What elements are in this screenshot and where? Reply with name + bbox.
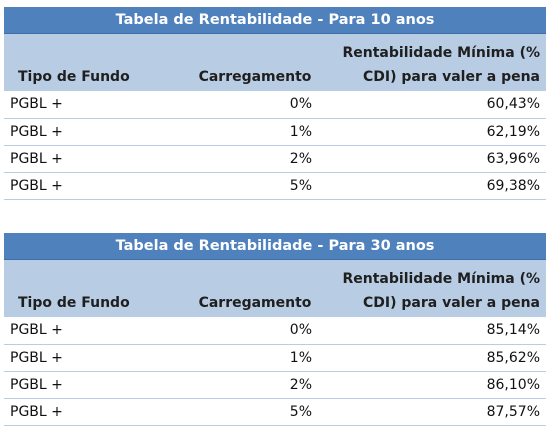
cell-carregamento: 2% [158,371,318,399]
cell-rentabilidade: 86,10% [318,371,546,399]
header-row: Tipo de Fundo Carregamento CDI) para val… [4,289,546,317]
table-row: PGBL + 0% 85,14% [4,317,546,345]
cell-rentabilidade: 87,57% [318,398,546,426]
cell-rentabilidade: 85,62% [318,344,546,372]
table-row: PGBL + 2% 63,96% [4,145,546,173]
header-rentabilidade-line1: Rentabilidade Mínima (% [318,259,546,289]
header-rentabilidade-line2: CDI) para valer a pena [318,63,546,91]
cell-carregamento: 2% [158,145,318,173]
table-row: PGBL + 2% 86,10% [4,371,546,399]
cell-carregamento: 0% [158,91,318,119]
rentabilidade-table-10-anos: Tabela de Rentabilidade - Para 10 anos R… [4,7,546,200]
table-title: Tabela de Rentabilidade - Para 30 anos [4,233,546,260]
table-row: PGBL + 5% 69,38% [4,172,546,200]
header-tipo-de-fundo: Tipo de Fundo [4,63,158,91]
header-row: Rentabilidade Mínima (% [4,259,546,289]
header-spacer [158,259,318,289]
cell-tipo: PGBL + [4,371,158,399]
header-spacer [4,33,158,63]
table-row: PGBL + 1% 62,19% [4,118,546,146]
header-row: Rentabilidade Mínima (% [4,33,546,63]
cell-rentabilidade: 69,38% [318,172,546,200]
cell-tipo: PGBL + [4,91,158,119]
cell-rentabilidade: 60,43% [318,91,546,119]
header-tipo-de-fundo: Tipo de Fundo [4,289,158,317]
rentabilidade-table-30-anos: Tabela de Rentabilidade - Para 30 anos R… [4,233,546,426]
header-spacer [4,259,158,289]
header-rentabilidade-line2: CDI) para valer a pena [318,289,546,317]
table-title-row: Tabela de Rentabilidade - Para 10 anos [4,7,546,34]
cell-rentabilidade: 62,19% [318,118,546,146]
cell-carregamento: 0% [158,317,318,345]
table-row: PGBL + 5% 87,57% [4,398,546,426]
table-title: Tabela de Rentabilidade - Para 10 anos [4,7,546,34]
cell-tipo: PGBL + [4,317,158,345]
cell-tipo: PGBL + [4,118,158,146]
table-row: PGBL + 0% 60,43% [4,91,546,119]
cell-rentabilidade: 85,14% [318,317,546,345]
table-row: PGBL + 1% 85,62% [4,344,546,372]
header-rentabilidade-line1: Rentabilidade Mínima (% [318,33,546,63]
cell-rentabilidade: 63,96% [318,145,546,173]
header-row: Tipo de Fundo Carregamento CDI) para val… [4,63,546,91]
cell-carregamento: 1% [158,344,318,372]
header-carregamento: Carregamento [158,289,318,317]
cell-carregamento: 1% [158,118,318,146]
cell-carregamento: 5% [158,398,318,426]
cell-tipo: PGBL + [4,145,158,173]
cell-tipo: PGBL + [4,172,158,200]
header-spacer [158,33,318,63]
cell-tipo: PGBL + [4,398,158,426]
header-carregamento: Carregamento [158,63,318,91]
table-title-row: Tabela de Rentabilidade - Para 30 anos [4,233,546,260]
cell-tipo: PGBL + [4,344,158,372]
cell-carregamento: 5% [158,172,318,200]
